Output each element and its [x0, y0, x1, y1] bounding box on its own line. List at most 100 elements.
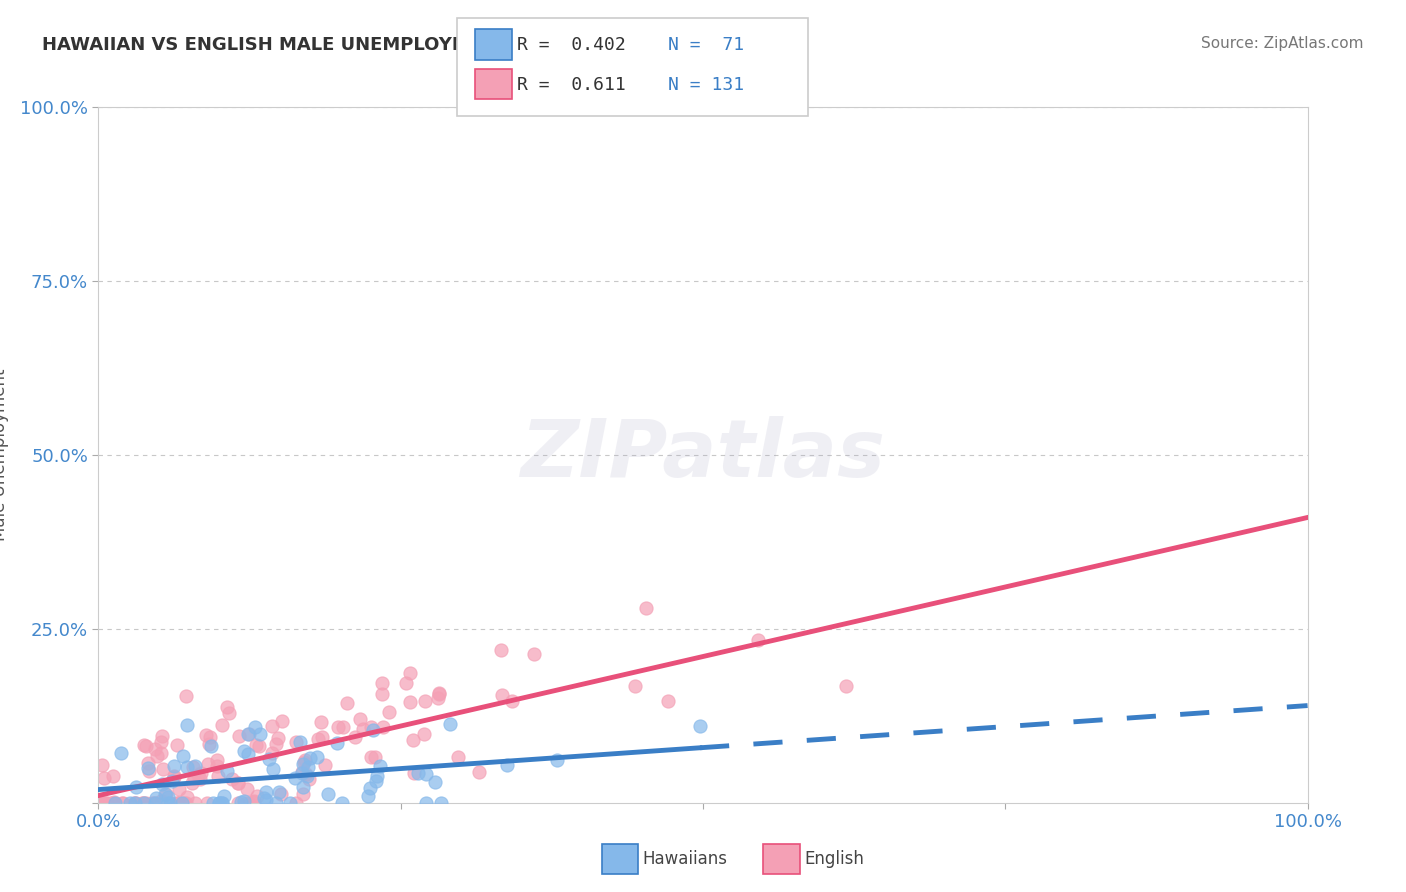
Point	[125, 796, 148, 810]
Point	[285, 735, 308, 749]
Point	[316, 787, 339, 801]
Point	[124, 796, 146, 810]
Point	[256, 792, 278, 806]
Point	[91, 796, 114, 810]
Point	[309, 714, 332, 729]
Point	[246, 789, 269, 803]
Point	[314, 758, 336, 772]
Point	[100, 796, 122, 810]
Point	[176, 689, 198, 703]
Point	[155, 787, 177, 801]
Point	[294, 753, 316, 767]
Point	[184, 796, 207, 810]
Point	[413, 694, 436, 708]
Point	[184, 758, 207, 772]
Text: English: English	[804, 850, 865, 868]
Point	[344, 730, 367, 744]
Point	[254, 785, 277, 799]
Point	[288, 735, 311, 749]
Point	[326, 736, 349, 750]
Point	[207, 796, 229, 810]
Point	[132, 738, 155, 752]
Point	[370, 758, 392, 772]
Point	[415, 767, 437, 781]
Point	[162, 769, 184, 783]
Point	[271, 714, 294, 728]
Point	[93, 771, 115, 785]
Point	[399, 666, 422, 681]
Point	[236, 781, 259, 796]
Point	[176, 789, 198, 804]
Point	[402, 732, 425, 747]
Point	[360, 749, 382, 764]
Point	[218, 706, 240, 721]
Point	[174, 796, 197, 810]
Point	[226, 776, 249, 790]
Point	[103, 796, 125, 810]
Point	[249, 727, 271, 741]
Point	[326, 721, 349, 735]
Point	[235, 796, 257, 810]
Text: ZIPatlas: ZIPatlas	[520, 416, 886, 494]
Point	[233, 744, 256, 758]
Point	[141, 796, 163, 810]
Point	[135, 739, 157, 754]
Point	[163, 770, 186, 784]
Point	[217, 764, 239, 778]
Point	[491, 688, 513, 702]
Point	[132, 796, 155, 810]
Point	[167, 781, 190, 796]
Point	[285, 796, 308, 810]
Point	[305, 749, 328, 764]
Point	[207, 768, 229, 782]
Point	[496, 758, 519, 772]
Point	[546, 753, 568, 767]
Point	[120, 796, 142, 810]
Point	[167, 796, 190, 810]
Point	[226, 776, 249, 790]
Point	[134, 796, 156, 810]
Point	[426, 690, 449, 705]
Point	[215, 699, 238, 714]
Point	[208, 796, 231, 810]
Point	[634, 601, 657, 615]
Point	[332, 720, 354, 734]
Point	[124, 796, 146, 810]
Point	[156, 796, 179, 810]
Point	[366, 773, 388, 788]
Point	[91, 757, 114, 772]
Point	[297, 772, 319, 786]
Point	[173, 796, 195, 810]
Point	[205, 753, 228, 767]
Point	[489, 643, 512, 657]
Point	[181, 776, 204, 790]
Point	[143, 796, 166, 810]
Point	[425, 775, 447, 789]
Y-axis label: Male Unemployment: Male Unemployment	[0, 368, 8, 541]
Point	[253, 791, 276, 805]
Point	[270, 787, 292, 801]
Point	[205, 759, 228, 773]
Point	[522, 648, 544, 662]
Point	[291, 764, 314, 779]
Point	[190, 772, 212, 787]
Point	[159, 796, 181, 810]
Point	[160, 774, 183, 789]
Point	[264, 737, 287, 751]
Point	[657, 694, 679, 708]
Point	[187, 768, 209, 782]
Point	[278, 796, 301, 810]
Point	[245, 738, 267, 752]
Point	[349, 712, 371, 726]
Point	[110, 796, 132, 810]
Point	[624, 679, 647, 693]
Point	[370, 675, 392, 690]
Text: Hawaiians: Hawaiians	[643, 850, 727, 868]
Point	[412, 727, 434, 741]
Point	[260, 719, 283, 733]
Point	[352, 722, 374, 736]
Point	[242, 795, 264, 809]
Point	[211, 796, 233, 810]
Point	[427, 686, 450, 700]
Point	[181, 760, 204, 774]
